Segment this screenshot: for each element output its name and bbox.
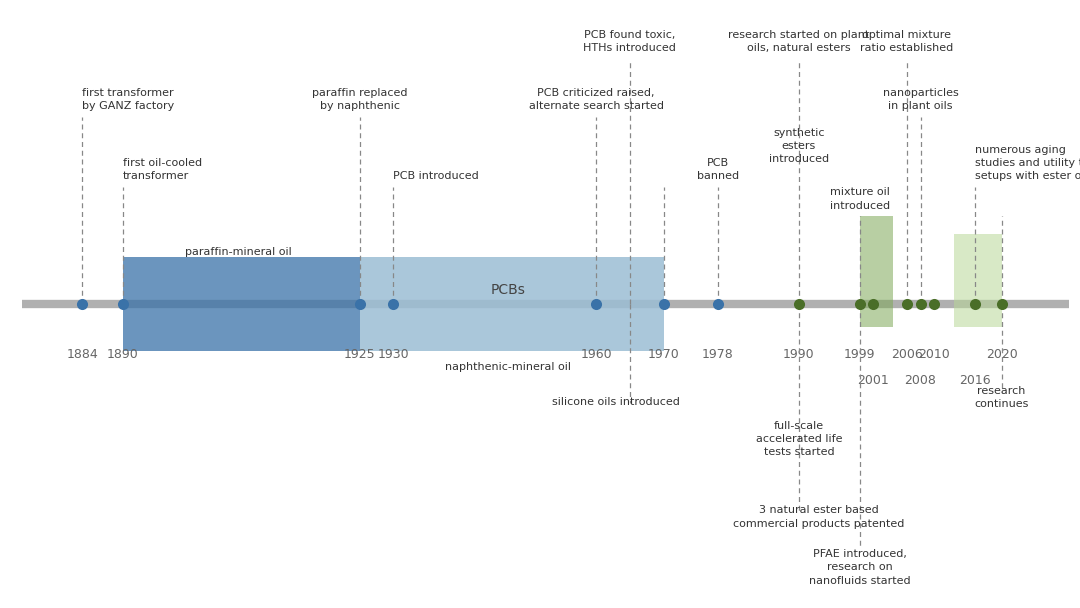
Bar (955, 234, 1001, 327)
Text: 1884: 1884 (67, 348, 98, 361)
Text: full-scale
accelerated life
tests started: full-scale accelerated life tests starte… (756, 421, 842, 457)
Text: PFAE introduced,
research on
nanofluids started: PFAE introduced, research on nanofluids … (809, 549, 910, 586)
Text: naphthenic-mineral oil: naphthenic-mineral oil (445, 362, 571, 372)
Text: 1960: 1960 (580, 348, 612, 361)
Text: research started on plant
oils, natural esters: research started on plant oils, natural … (728, 30, 869, 53)
Text: PCB criticized raised,
alternate search started: PCB criticized raised, alternate search … (528, 88, 663, 111)
Text: 3 natural ester based
commercial products patented: 3 natural ester based commercial product… (733, 505, 905, 528)
Bar (123, 257, 360, 351)
Text: 1890: 1890 (107, 348, 139, 361)
Text: 2006: 2006 (891, 348, 923, 361)
Text: first oil-cooled
transformer: first oil-cooled transformer (123, 158, 202, 181)
Text: mixture oil
introduced: mixture oil introduced (829, 187, 890, 210)
Text: 1990: 1990 (783, 348, 814, 361)
Text: numerous aging
studies and utility test
setups with ester oils: numerous aging studies and utility test … (974, 145, 1080, 181)
Text: 1999: 1999 (843, 348, 876, 361)
Text: 1978: 1978 (702, 348, 733, 361)
Text: 1970: 1970 (648, 348, 679, 361)
Text: 2016: 2016 (959, 374, 990, 387)
Text: synthetic
esters
introduced: synthetic esters introduced (769, 128, 829, 164)
Text: 1925: 1925 (343, 348, 376, 361)
Text: first transformer
by GANZ factory: first transformer by GANZ factory (82, 88, 175, 111)
Text: PCB introduced: PCB introduced (393, 171, 480, 181)
Bar (860, 216, 893, 327)
Text: 2020: 2020 (986, 348, 1017, 361)
Text: paraffin-mineral oil: paraffin-mineral oil (185, 247, 292, 257)
Bar (360, 257, 664, 351)
Text: nanoparticles
in plant oils: nanoparticles in plant oils (882, 88, 958, 111)
Text: PCB
banned: PCB banned (697, 158, 739, 181)
Text: silicone oils introduced: silicone oils introduced (553, 398, 680, 407)
Text: PCBs: PCBs (490, 283, 526, 297)
Text: research
continues: research continues (974, 385, 1029, 409)
Text: 2008: 2008 (905, 374, 936, 387)
Text: optimal mixture
ratio established: optimal mixture ratio established (861, 30, 954, 53)
Text: 1930: 1930 (378, 348, 409, 361)
Text: paraffin replaced
by naphthenic: paraffin replaced by naphthenic (312, 88, 407, 111)
Text: PCB found toxic,
HTHs introduced: PCB found toxic, HTHs introduced (583, 30, 676, 53)
Text: 2001: 2001 (858, 374, 889, 387)
Text: 2010: 2010 (918, 348, 950, 361)
